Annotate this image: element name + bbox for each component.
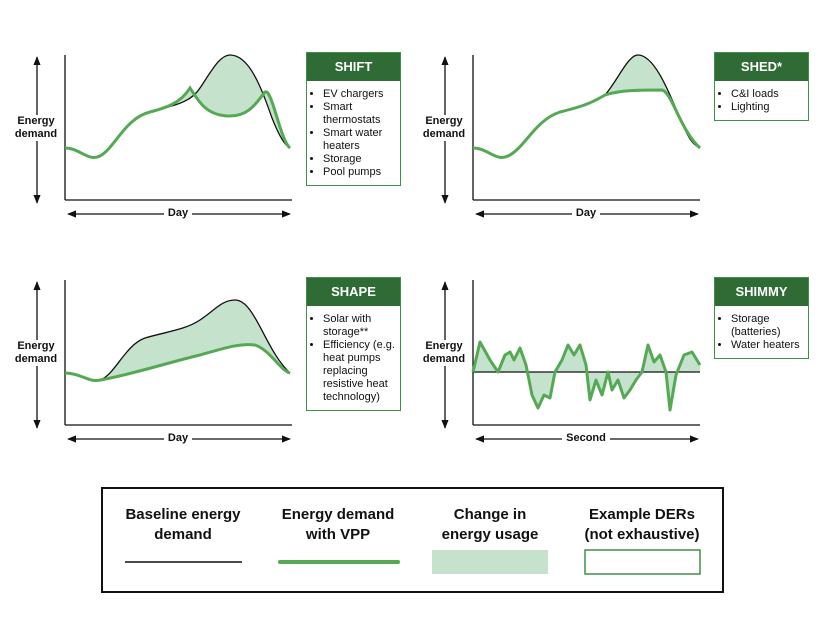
- shed-curves: [472, 54, 702, 159]
- der-item: Solar with storage**: [323, 313, 396, 339]
- der-box: SHIFTEV chargersSmart thermostatsSmart w…: [306, 52, 401, 186]
- legend-label: Energy demand with VPP: [281, 506, 395, 543]
- y-label: Energy demand: [416, 340, 472, 366]
- legend-der-swatch: [584, 549, 701, 575]
- x-label-text: Second: [562, 432, 610, 444]
- legend-label: Change in energy usage: [441, 506, 539, 543]
- x-label-text: Day: [163, 207, 193, 219]
- der-item: C&I loads: [731, 88, 804, 101]
- der-box: SHED*C&I loadsLighting: [714, 52, 809, 121]
- der-title: SHED*: [715, 53, 808, 81]
- der-item: EV chargers: [323, 88, 396, 101]
- legend-label: Baseline energy demand: [125, 506, 241, 543]
- y-label: Energy demand: [8, 115, 64, 141]
- der-item: Storage (batteries): [731, 313, 804, 339]
- der-item: Water heaters: [731, 339, 804, 352]
- y-label: Energy demand: [8, 340, 64, 366]
- der-item: Storage: [323, 153, 396, 166]
- der-box: SHIMMYStorage (batteries)Water heaters: [714, 277, 809, 359]
- der-list: C&I loadsLighting: [715, 81, 808, 120]
- x-label-text: Day: [163, 432, 193, 444]
- x-label: Day: [148, 207, 208, 220]
- shift-curves: [64, 54, 292, 159]
- legend-change-swatch: [432, 550, 548, 574]
- legend-box: [101, 487, 724, 593]
- der-item: Efficiency (e.g. heat pumps replacing re…: [323, 339, 396, 404]
- der-list: Solar with storage**Efficiency (e.g. hea…: [307, 306, 400, 410]
- der-item: Smart thermostats: [323, 101, 396, 127]
- der-title: SHAPE: [307, 278, 400, 306]
- x-label: Day: [148, 432, 208, 445]
- x-label: Day: [556, 207, 616, 220]
- der-title: SHIMMY: [715, 278, 808, 306]
- axes: [33, 55, 700, 443]
- legend-label: Example DERs (not exhaustive): [584, 506, 700, 543]
- der-box: SHAPESolar with storage**Efficiency (e.g…: [306, 277, 401, 411]
- der-list: Storage (batteries)Water heaters: [715, 306, 808, 358]
- shimmy-curves: [471, 340, 702, 412]
- x-label-text: Day: [571, 207, 601, 219]
- y-label: Energy demand: [416, 115, 472, 141]
- der-list: EV chargersSmart thermostatsSmart water …: [307, 81, 400, 185]
- x-label: Second: [556, 432, 616, 445]
- der-item: Smart water heaters: [323, 127, 396, 153]
- der-title: SHIFT: [307, 53, 400, 81]
- der-item: Lighting: [731, 101, 804, 114]
- der-item: Pool pumps: [323, 166, 396, 179]
- shape-curves: [64, 299, 291, 383]
